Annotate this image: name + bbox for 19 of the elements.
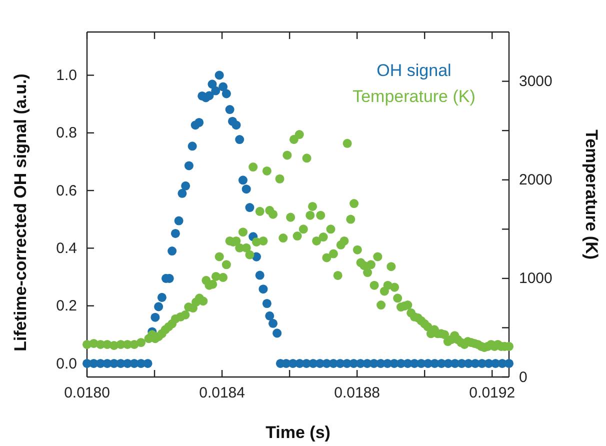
y-tick-label: 1.0 xyxy=(56,67,77,84)
x-tick-label: 0.0188 xyxy=(334,384,380,402)
y-tick-label: 0.6 xyxy=(56,182,77,200)
y-tick-label: 0.0 xyxy=(56,355,77,372)
series-label: Temperature (K) xyxy=(352,87,476,106)
x-tick-label: 0.0192 xyxy=(469,384,516,402)
y-tick-label: 0.8 xyxy=(56,124,77,142)
y-tick-label: 0.2 xyxy=(56,298,77,315)
y2-tick-label: 1000 xyxy=(519,270,552,288)
text: OH signal xyxy=(376,61,452,80)
x-axis-title: Time (s) xyxy=(266,423,330,442)
x-tick-label: 0.0184 xyxy=(199,384,245,402)
x-tick-label: 0.0180 xyxy=(64,384,110,402)
y2-axis-title: Temperature (K) xyxy=(582,129,601,260)
y2-tick-label: 3000 xyxy=(519,73,552,90)
y2-tick-label: 0 xyxy=(519,368,528,386)
y-axis-title: Lifetime-corrected OH signal (a.u.) xyxy=(11,74,30,352)
y-tick-label: 0.4 xyxy=(56,240,77,257)
y2-tick-label: 2000 xyxy=(519,172,552,189)
